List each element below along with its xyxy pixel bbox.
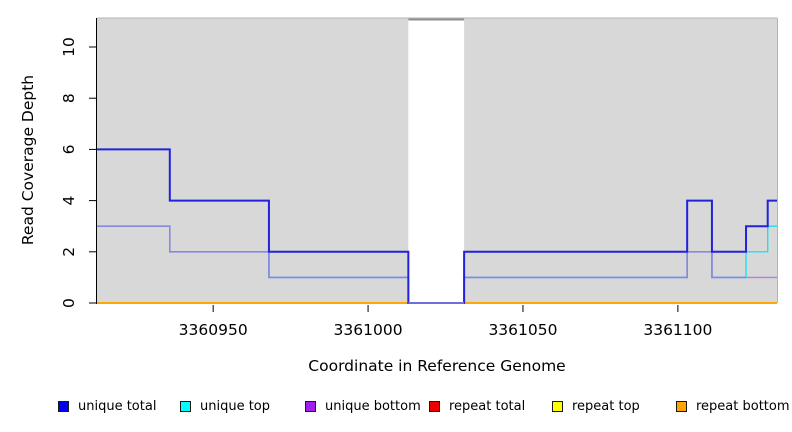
unique-total-swatch-icon — [58, 401, 69, 412]
y-tick-label: 4 — [60, 196, 78, 206]
x-axis-title: Coordinate in Reference Genome — [308, 357, 565, 375]
legend-label: unique bottom — [325, 399, 421, 414]
legend-item-repeat-bottom: repeat bottom — [676, 399, 790, 414]
repeat-total-swatch-icon — [429, 401, 440, 412]
legend-label: unique top — [200, 399, 271, 414]
unique-bottom-swatch-icon — [305, 401, 316, 412]
legend: unique total unique top unique bottom re… — [0, 399, 792, 425]
legend-label: repeat bottom — [696, 399, 790, 414]
legend-item-unique-bottom: unique bottom — [305, 399, 421, 414]
legend-item-unique-top: unique top — [180, 399, 270, 414]
x-tick-label: 3360950 — [179, 321, 248, 339]
x-tick-label: 3361100 — [643, 321, 712, 339]
y-tick-label: 10 — [60, 37, 78, 57]
legend-label: repeat top — [572, 399, 640, 414]
legend-label: unique total — [78, 399, 157, 414]
repeat-bottom-swatch-icon — [676, 401, 687, 412]
y-tick-label: 6 — [60, 144, 78, 154]
coverage-gap-band — [408, 18, 465, 302]
x-tick-label: 3361000 — [334, 321, 403, 339]
legend-item-repeat-top: repeat top — [552, 399, 640, 414]
unique-top-swatch-icon — [180, 401, 191, 412]
y-tick-label: 8 — [60, 93, 78, 103]
x-tick-label: 3361050 — [488, 321, 557, 339]
coverage-chart: 0 2 4 6 8 10 3360950 3361000 3361050 3361100 Coor… — [19, 17, 778, 375]
y-axis-title: Read Coverage Depth — [19, 75, 37, 245]
series-line-unique-total — [97, 148, 777, 304]
legend-item-unique-total: unique total — [58, 399, 156, 414]
y-tick-label: 0 — [60, 298, 78, 308]
legend-label: repeat total — [449, 399, 526, 414]
repeat-top-swatch-icon — [552, 401, 563, 412]
legend-item-repeat-total: repeat total — [429, 399, 525, 414]
y-tick-label: 2 — [60, 247, 78, 257]
